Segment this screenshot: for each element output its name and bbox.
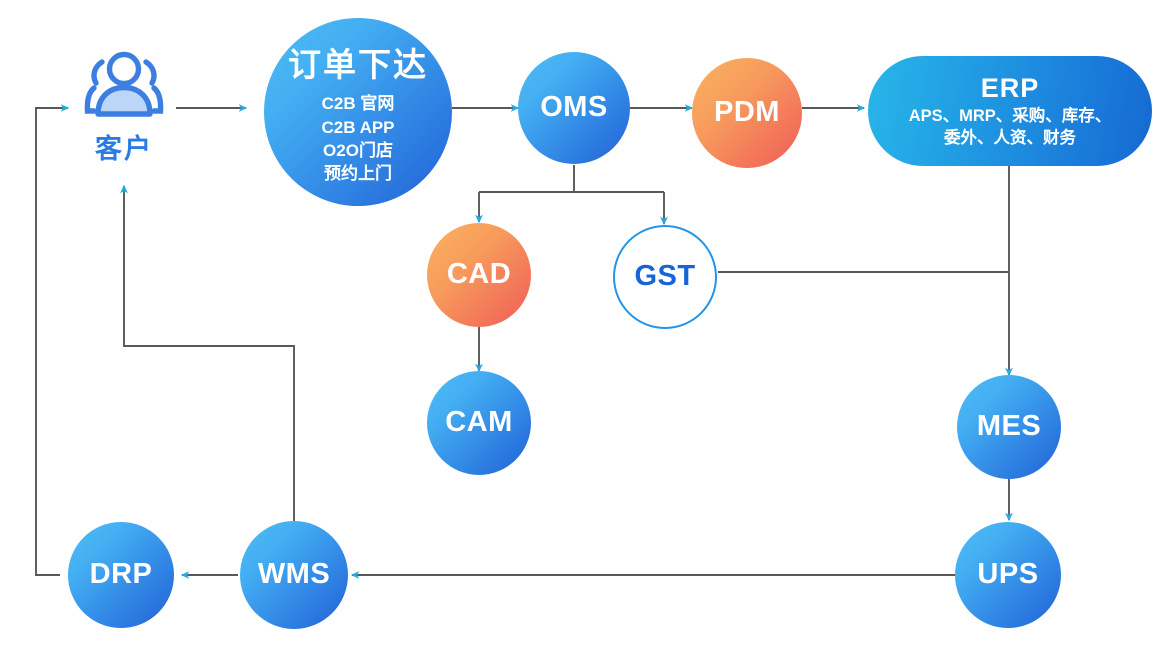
node-cam[interactable]: CAM [427,371,531,475]
order-line-3: O2O门店 [323,141,393,160]
node-oms[interactable]: OMS [518,52,630,164]
erp-line-1: APS、MRP、采购、库存、 [908,106,1112,125]
ups-label: UPS [977,558,1039,591]
drp-label: DRP [89,558,153,591]
erp-line-2: 委外、人资、财务 [944,129,1076,147]
oms-label: OMS [540,91,608,124]
node-mes[interactable]: MES [957,375,1061,479]
node-customer[interactable]: 客户 [70,48,178,166]
node-wms[interactable]: WMS [240,521,348,629]
order-line-1: C2B 官网 [321,94,395,114]
order-line-2: C2B APP [321,117,395,137]
order-title: 订单下达 [288,46,428,84]
edge-wms-to-customer [120,184,295,521]
order-lines: C2B 官网 C2B APP O2O门店 预约上门 [321,92,394,186]
node-pdm[interactable]: PDM [692,58,802,168]
cad-label: CAD [446,258,512,291]
gst-label: GST [634,260,696,293]
wms-label: WMS [257,558,331,591]
erp-title: ERP [980,72,1040,103]
order-line-4: 预约上门 [324,164,392,184]
edge-drp-to-customer [35,104,70,576]
node-gst[interactable]: GST [613,225,717,329]
erp-lines: APS、MRP、采购、库存、 委外、人资、财务 [909,105,1112,150]
node-cad[interactable]: CAD [427,223,531,327]
people-group-icon [84,51,164,117]
node-ups[interactable]: UPS [955,522,1061,628]
customer-label: 客户 [95,134,153,164]
pdm-label: PDM [714,96,780,129]
node-order[interactable]: 订单下达 C2B 官网 C2B APP O2O门店 预约上门 [264,18,452,206]
node-drp[interactable]: DRP [68,522,174,628]
cam-label: CAM [445,406,513,439]
mes-label: MES [976,410,1042,443]
node-erp[interactable]: ERP APS、MRP、采购、库存、 委外、人资、财务 [868,56,1152,166]
edge-oms-split-trunk [479,165,664,193]
